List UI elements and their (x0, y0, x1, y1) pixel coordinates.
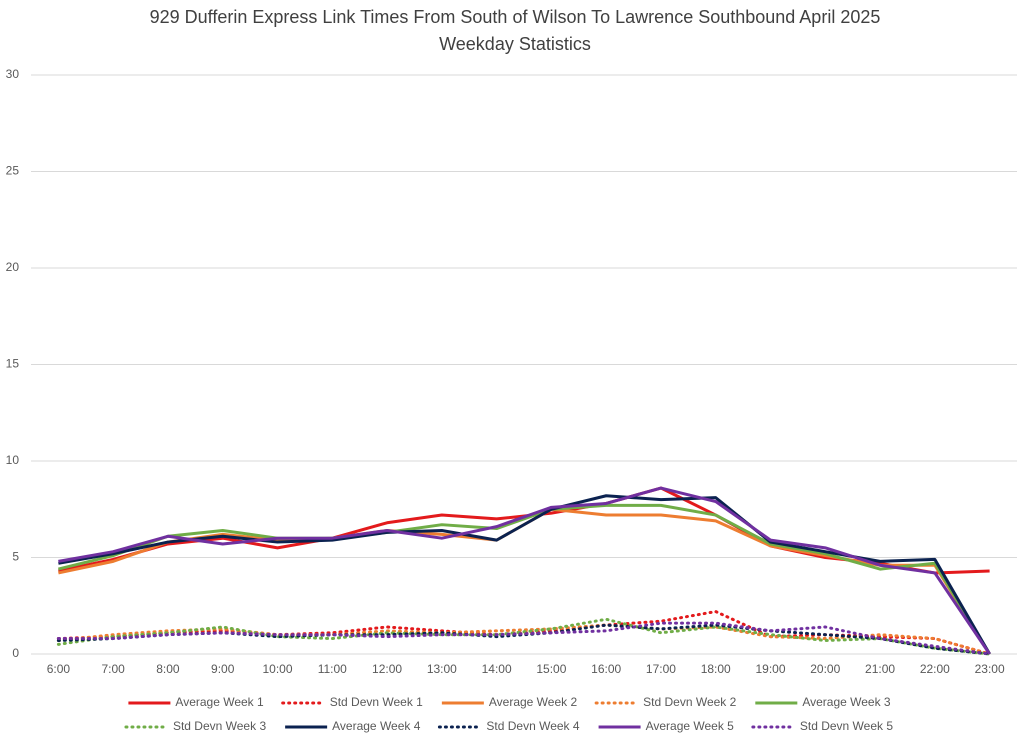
x-tick-label: 22:00 (920, 662, 950, 676)
legend-label: Average Week 5 (646, 719, 735, 733)
x-tick-label: 23:00 (975, 662, 1005, 676)
series-line (58, 494, 991, 655)
x-tick-label: 18:00 (701, 662, 731, 676)
x-tick-label: 19:00 (755, 662, 785, 676)
y-tick-label: 20 (6, 260, 20, 274)
legend-label: Std Devn Week 1 (330, 695, 423, 709)
y-tick-label: 10 (6, 453, 20, 467)
x-tick-label: 8:00 (156, 662, 180, 676)
legend-label: Average Week 1 (175, 695, 264, 709)
legend-label: Std Devn Week 3 (173, 719, 266, 733)
x-tick-label: 12:00 (372, 662, 402, 676)
x-tick-label: 14:00 (482, 662, 512, 676)
y-tick-label: 15 (6, 357, 20, 371)
y-tick-label: 30 (6, 67, 20, 81)
x-tick-label: 9:00 (211, 662, 235, 676)
x-tick-label: 16:00 (591, 662, 621, 676)
x-tick-label: 13:00 (427, 662, 457, 676)
x-tick-label: 11:00 (318, 662, 347, 676)
legend-label: Std Devn Week 4 (486, 719, 579, 733)
legend-label: Std Devn Week 5 (800, 719, 893, 733)
x-tick-label: 20:00 (810, 662, 840, 676)
legend-label: Average Week 2 (489, 695, 578, 709)
x-tick-label: 7:00 (101, 662, 125, 676)
y-tick-label: 0 (12, 646, 19, 660)
chart-subtitle: Weekday Statistics (439, 34, 591, 54)
x-tick-label: 17:00 (646, 662, 676, 676)
legend-label: Average Week 4 (332, 719, 421, 733)
legend-label: Average Week 3 (802, 695, 891, 709)
chart-title: 929 Dufferin Express Link Times From Sou… (150, 7, 881, 27)
y-tick-label: 5 (12, 550, 19, 564)
series-line (56, 617, 992, 656)
series-line (58, 486, 991, 655)
legend-label: Std Devn Week 2 (643, 695, 736, 709)
x-tick-label: 15:00 (536, 662, 566, 676)
x-tick-label: 6:00 (47, 662, 71, 676)
x-tick-label: 21:00 (865, 662, 895, 676)
y-tick-label: 25 (6, 164, 20, 178)
series-line (58, 503, 991, 655)
series-line (56, 621, 992, 656)
x-tick-label: 10:00 (262, 662, 292, 676)
